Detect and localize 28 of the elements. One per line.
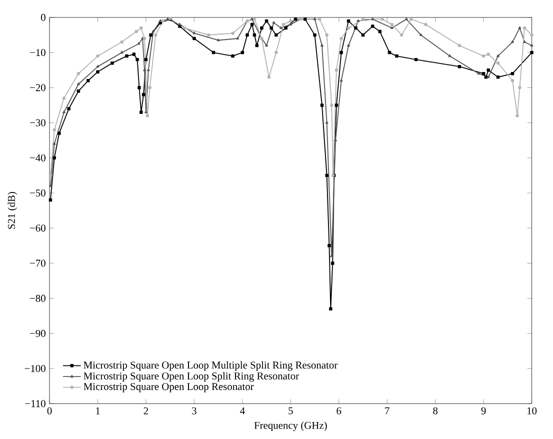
x-tick-label: 0 — [47, 407, 52, 415]
y-tick-label: −110 — [25, 400, 46, 408]
y-tick-label: −80 — [30, 294, 46, 302]
x-tick-label: 3 — [192, 407, 196, 414]
legend-label: Microstrip Square Open Loop Split Ring Resonator — [84, 372, 299, 382]
y-tick-label: −100 — [24, 365, 46, 372]
legend-label: Microstrip Square Open Loop Multiple Split Ring Resonator — [84, 361, 338, 371]
x-tick-label: 2 — [144, 407, 148, 414]
y-tick-label: −90 — [30, 330, 46, 338]
x-tick-label: 8 — [433, 407, 438, 415]
x-tick-label: 10 — [527, 407, 537, 415]
x-tick-label: 7 — [385, 407, 390, 414]
x-tick-label: 4 — [240, 407, 245, 414]
y-tick-label: −50 — [30, 190, 46, 197]
y-tick-label: −70 — [30, 260, 46, 267]
y-tick-label: −60 — [30, 224, 46, 232]
legend-label: Microstrip Square Open Loop Resonator — [84, 383, 254, 392]
y-tick-label: 0 — [41, 14, 46, 22]
x-tick-label: 6 — [336, 407, 342, 414]
x-axis-title: Frequency (GHz) — [254, 422, 327, 432]
y-tick-label: −40 — [30, 154, 46, 162]
x-tick-label: 5 — [288, 407, 293, 414]
y-tick-label: −30 — [30, 119, 46, 126]
y-tick-label: −20 — [30, 84, 46, 92]
y-axis-title: S21 (dB) — [8, 192, 18, 229]
y-tick-label: −10 — [30, 49, 46, 56]
x-tick-label: 9 — [481, 407, 486, 414]
x-tick-label: 1 — [96, 407, 100, 414]
